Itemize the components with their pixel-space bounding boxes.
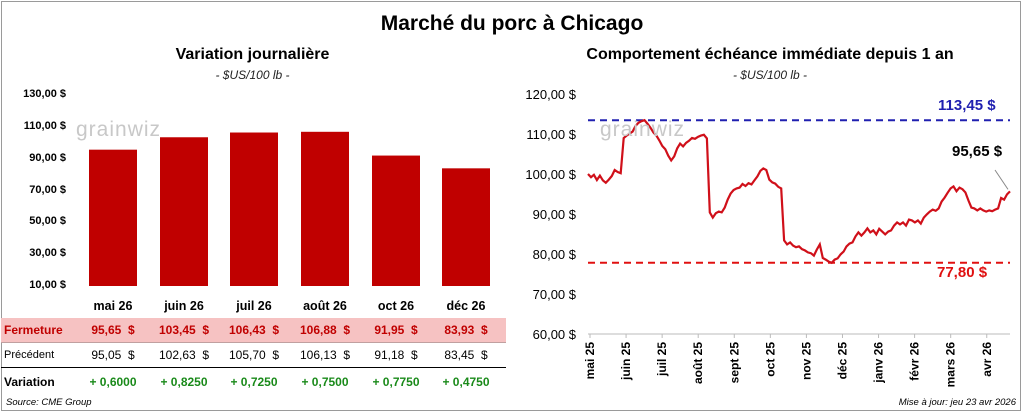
x-tick-label: sept 25 (727, 342, 741, 384)
x-tick-label: oct 25 (763, 342, 777, 377)
fermeture-cell: 83,93 $ (444, 323, 488, 337)
x-tick-label: juil 25 (655, 342, 669, 377)
category-label: août 26 (303, 299, 347, 313)
fermeture-cell: 106,88 $ (299, 323, 351, 337)
main-title: Marché du porc à Chicago (380, 12, 644, 35)
row-label-variation: Variation (4, 375, 55, 389)
x-tick-label: mars 26 (944, 342, 958, 388)
fermeture-cell: 106,43 $ (228, 323, 280, 337)
y-tick-label: 100,00 $ (525, 167, 576, 182)
variation-cell: + 0,7250 (230, 375, 278, 389)
row-label-fermeture: Fermeture (4, 323, 63, 337)
bar-0 (89, 149, 137, 286)
max-value-label: 113,45 $ (938, 97, 996, 114)
bar-1 (160, 137, 208, 286)
bar-3 (301, 131, 349, 286)
updated-note: Mise à jour: jeu 23 avr 2026 (898, 397, 1016, 408)
x-tick-label: juin 25 (619, 342, 633, 381)
category-label: oct 26 (377, 299, 415, 313)
y-tick-label: 60,00 $ (533, 327, 577, 342)
category-label: déc 26 (446, 299, 486, 313)
y-tick-label: 120,00 $ (525, 87, 576, 102)
precedent-cell: 95,05 $ (91, 348, 135, 362)
bar-4 (372, 155, 420, 286)
bar-chart (89, 131, 490, 286)
y-tick-label: 110,00 $ (526, 127, 576, 142)
precedent-cell: 102,63 $ (158, 348, 210, 362)
variation-cell: + 0,4750 (442, 375, 490, 389)
variation-cell: + 0,7500 (301, 375, 349, 389)
y-tick-label: 130,00 $ (23, 88, 66, 100)
bar-2 (230, 132, 278, 286)
fermeture-cell: 103,45 $ (158, 323, 210, 337)
price-series-line (587, 118, 1011, 265)
x-tick-label: août 25 (691, 342, 705, 384)
last-value-leader (994, 169, 1009, 190)
right-chart-subtitle: - $US/100 lb - (732, 68, 808, 82)
x-tick-label: avr 26 (980, 342, 994, 377)
x-tick-label: nov 25 (799, 342, 813, 380)
right-chart-title: Comportement échéance immédiate depuis 1… (586, 46, 954, 63)
y-tick-label: 90,00 $ (29, 151, 66, 164)
fermeture-cell: 91,95 $ (374, 323, 418, 337)
x-tick-label: déc 25 (835, 342, 849, 380)
y-tick-label: 110,00 $ (23, 119, 66, 132)
left-chart-subtitle: - $US/100 lb - (215, 68, 290, 82)
precedent-cell: 105,70 $ (228, 348, 280, 362)
left-watermark: grainwiz (76, 118, 162, 141)
min-value-label: 77,80 $ (937, 264, 988, 281)
category-label: juil 26 (236, 299, 272, 313)
right-watermark: grainwiz (600, 118, 686, 141)
y-tick-label: 70,00 $ (533, 287, 577, 302)
bar-5 (442, 168, 490, 286)
source-note: Source: CME Group (6, 397, 92, 408)
left-chart-title: Variation journalière (175, 46, 330, 63)
y-tick-label: 70,00 $ (29, 183, 66, 196)
precedent-cell: 106,13 $ (299, 348, 351, 362)
variation-cell: + 0,8250 (160, 375, 208, 389)
variation-cell: + 0,7750 (372, 375, 420, 389)
y-tick-label: 10,00 $ (29, 279, 66, 291)
y-tick-label: 80,00 $ (533, 247, 577, 262)
x-tick-label: févr 26 (908, 342, 922, 381)
x-tick-label: janv 26 (872, 342, 886, 384)
last-value-label: 95,65 $ (952, 143, 1003, 160)
table-divider (1, 342, 506, 343)
y-tick-label: 30,00 $ (29, 247, 66, 260)
precedent-cell: 91,18 $ (374, 348, 418, 362)
y-tick-label: 90,00 $ (533, 207, 577, 222)
table-divider (1, 367, 506, 368)
x-tick-label: mai 25 (583, 342, 597, 380)
precedent-cell: 83,45 $ (444, 348, 488, 362)
variation-cell: + 0,6000 (89, 375, 137, 389)
fermeture-row-background (1, 318, 506, 342)
y-tick-label: 50,00 $ (29, 215, 66, 228)
fermeture-cell: 95,65 $ (91, 323, 135, 337)
category-label: mai 26 (93, 299, 133, 313)
category-label: juin 26 (164, 299, 204, 313)
row-label-precedent: Précédent (4, 349, 55, 361)
